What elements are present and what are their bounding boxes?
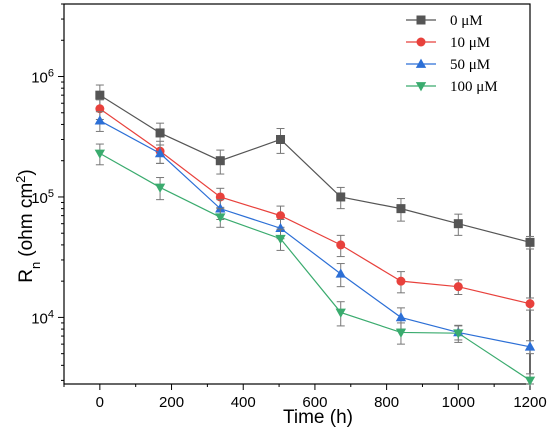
x-tick-label: 0 bbox=[96, 394, 104, 411]
series-line bbox=[99, 120, 531, 348]
data-point bbox=[154, 147, 166, 158]
data-point bbox=[155, 128, 165, 138]
series-line bbox=[99, 108, 531, 305]
series-1 bbox=[95, 99, 535, 311]
data-point bbox=[275, 222, 286, 233]
x-tick-label: 600 bbox=[302, 394, 327, 411]
data-point bbox=[453, 329, 464, 339]
data-point bbox=[453, 282, 463, 292]
x-tick-label: 1200 bbox=[513, 394, 546, 411]
plot-frame bbox=[63, 3, 531, 385]
data-point bbox=[335, 268, 346, 278]
y-axis-title-subscript: n bbox=[28, 262, 43, 269]
legend-label: 50 μM bbox=[450, 57, 490, 73]
data-point bbox=[215, 156, 225, 166]
y-tick-label: 106 bbox=[31, 68, 54, 87]
x-tick-label: 800 bbox=[374, 394, 399, 411]
data-point bbox=[335, 308, 346, 318]
legend-entry-1: 10 μM bbox=[406, 35, 490, 51]
data-point bbox=[95, 104, 105, 114]
y-axis-title-close: ) bbox=[16, 169, 37, 175]
legend-marker bbox=[416, 15, 426, 25]
legend-marker bbox=[415, 82, 427, 92]
y-axis-title: Rn (ohm cm2) bbox=[13, 169, 43, 282]
data-point bbox=[215, 203, 226, 213]
legend-label: 0 μM bbox=[450, 13, 483, 29]
data-point bbox=[524, 376, 536, 386]
x-axis-title: Time (h) bbox=[283, 407, 353, 428]
legend-marker bbox=[415, 58, 427, 68]
legend-entry-3: 100 μM bbox=[406, 79, 498, 95]
y-axis-title-symbol: R bbox=[16, 269, 37, 283]
data-point bbox=[396, 204, 406, 214]
data-point bbox=[453, 219, 463, 229]
data-point bbox=[395, 328, 407, 338]
legend-entry-2: 50 μM bbox=[406, 57, 490, 73]
y-tick-label: 105 bbox=[31, 188, 54, 207]
y-tick-label: 104 bbox=[31, 308, 54, 327]
series-line bbox=[99, 152, 531, 381]
data-point bbox=[525, 299, 535, 309]
y-axis-title-superscript: 2 bbox=[13, 176, 28, 183]
x-tick-label: 1000 bbox=[442, 394, 475, 411]
data-point bbox=[94, 115, 106, 125]
data-point bbox=[276, 211, 286, 221]
data-point bbox=[95, 90, 105, 100]
data-point bbox=[276, 134, 286, 144]
data-point bbox=[336, 240, 346, 250]
data-point bbox=[396, 276, 406, 286]
legend-marker bbox=[416, 37, 426, 47]
data-point bbox=[395, 312, 407, 322]
data-point bbox=[154, 183, 166, 193]
data-point bbox=[525, 237, 535, 247]
legend-label: 10 μM bbox=[450, 35, 490, 51]
data-point bbox=[524, 341, 536, 351]
series-line bbox=[99, 94, 531, 243]
data-point bbox=[336, 192, 346, 202]
x-tick-label: 200 bbox=[159, 394, 184, 411]
data-point bbox=[215, 213, 226, 223]
series-0 bbox=[95, 84, 535, 250]
data-point bbox=[275, 234, 286, 245]
legend-label: 100 μM bbox=[450, 79, 498, 95]
y-axis-title-units: (ohm cm bbox=[16, 183, 37, 257]
series-3 bbox=[94, 143, 536, 386]
x-tick-label: 400 bbox=[231, 394, 256, 411]
legend-entry-0: 0 μM bbox=[406, 13, 483, 29]
data-point bbox=[94, 149, 106, 159]
